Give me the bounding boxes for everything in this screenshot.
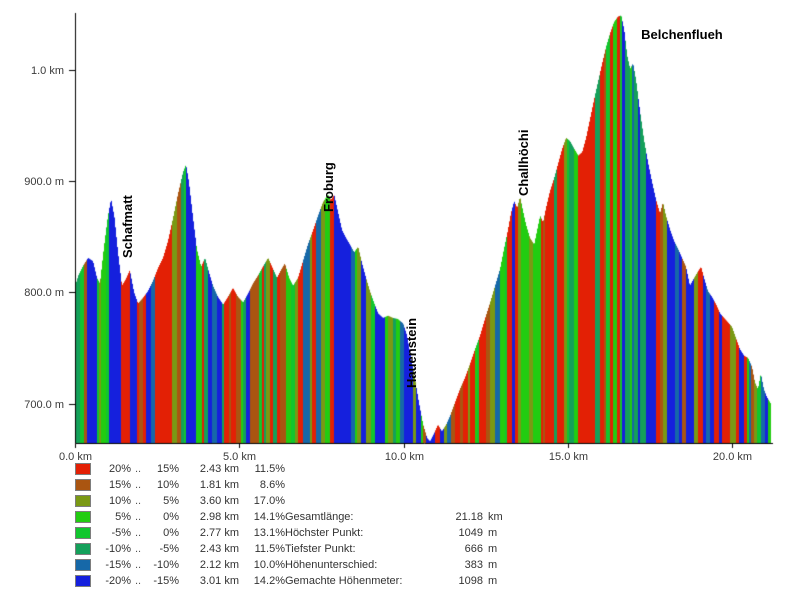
stat-row: Höhenunterschied: 383 m: [285, 557, 514, 573]
x-tick-label: 0.0 km: [58, 451, 92, 463]
gradient-swatch: [75, 543, 91, 555]
stat-unit: km: [488, 511, 503, 523]
gradient-to: -15%: [153, 575, 179, 587]
stat-row: Höchster Punkt: 1049 m: [285, 525, 514, 541]
stat-unit: m: [488, 543, 498, 555]
gradient-percent: 13.1%: [253, 527, 285, 539]
gradient-separator: ..: [134, 543, 142, 555]
peak-label-belchenflueh: Belchenflueh: [641, 26, 723, 42]
gradient-to: 15%: [156, 463, 179, 475]
stat-label: Gemachte Höhenmeter:: [285, 575, 403, 587]
gradient-distance: 2.12 km: [199, 559, 239, 571]
stat-value: 383: [464, 559, 483, 571]
gradient-separator: ..: [134, 463, 142, 475]
gradient-to: 5%: [163, 495, 179, 507]
gradient-from: 10%: [108, 495, 131, 507]
legend-row: -5% .. 0% 2.77 km 13.1%: [75, 525, 285, 541]
x-tick-label: 5.0 km: [222, 451, 256, 463]
gradient-separator: ..: [134, 559, 142, 571]
gradient-swatch: [75, 495, 91, 507]
gradient-percent: 8.6%: [259, 479, 285, 491]
legend-row: -15% .. -10% 2.12 km 10.0%: [75, 557, 285, 573]
stat-value: 21.18: [455, 511, 483, 523]
gradient-percent: 11.5%: [254, 463, 285, 475]
stat-label: Tiefster Punkt:: [285, 543, 356, 555]
gradient-swatch: [75, 559, 91, 571]
stat-row: Gesamtlänge: 21.18 km: [285, 509, 514, 525]
gradient-percent: 14.2%: [253, 575, 285, 587]
gradient-from: -5%: [111, 527, 131, 539]
gradient-percent: 11.5%: [254, 543, 285, 555]
track-stats: Gesamtlänge: 21.18 km Höchster Punkt: 10…: [285, 509, 514, 589]
gradient-swatch: [75, 575, 91, 587]
gradient-separator: ..: [134, 575, 142, 587]
gradient-to: 0%: [163, 527, 179, 539]
gradient-swatch: [75, 527, 91, 539]
gradient-to: -10%: [153, 559, 179, 571]
gradient-from: -15%: [105, 559, 131, 571]
legend-row: 15% .. 10% 1.81 km 8.6%: [75, 477, 285, 493]
gradient-percent: 17.0%: [253, 495, 285, 507]
gradient-percent: 10.0%: [253, 559, 285, 571]
stat-value: 666: [464, 543, 483, 555]
x-tick-label: 20.0 km: [712, 451, 753, 463]
gradient-distance: 2.98 km: [199, 511, 239, 523]
gradient-distance: 2.77 km: [199, 527, 239, 539]
y-tick-label: 1.0 km: [30, 64, 64, 77]
gradient-distance: 2.43 km: [199, 543, 239, 555]
gradient-to: -5%: [159, 543, 179, 555]
x-tick-label: 10.0 km: [384, 451, 425, 463]
chart-area: 1.0 km 900.0 m 800.0 m 700.0 m 0.0 km 5.0 km 1…: [0, 0, 800, 463]
gradient-distance: 3.01 km: [199, 575, 239, 587]
gradient-from: 15%: [108, 479, 131, 491]
gradient-from: -20%: [105, 575, 131, 587]
stat-label: Höhenunterschied:: [285, 559, 378, 571]
peak-label-challhchi: Challhöchi: [515, 129, 531, 196]
y-tick-label: 900.0 m: [24, 175, 64, 188]
gradient-to: 10%: [156, 479, 179, 491]
peak-label-schafmatt: Schafmatt: [119, 194, 135, 258]
gradient-separator: ..: [134, 511, 142, 523]
gradient-distance: 2.43 km: [199, 463, 239, 475]
gradient-legend: 20% .. 15% 2.43 km 11.5% 15% .. 10% 1.81…: [75, 461, 285, 589]
gradient-to: 0%: [163, 511, 179, 523]
peak-label-hauenstein: Hauenstein: [404, 317, 420, 388]
gradient-from: 20%: [108, 463, 131, 475]
gradient-swatch: [75, 479, 91, 491]
gradient-swatch: [75, 463, 91, 475]
gradient-percent: 14.1%: [253, 511, 285, 523]
gradient-distance: 1.81 km: [199, 479, 239, 491]
elevation-chart-canvas: [0, 0, 800, 455]
stat-unit: m: [488, 575, 498, 587]
gradient-separator: ..: [134, 479, 142, 491]
y-tick-label: 800.0 m: [24, 286, 64, 299]
stat-value: 1049: [458, 527, 483, 539]
stat-unit: m: [488, 527, 498, 539]
legend-row: -20% .. -15% 3.01 km 14.2%: [75, 573, 285, 589]
peak-label-froburg: Froburg: [321, 162, 337, 213]
stat-row: Tiefster Punkt: 666 m: [285, 541, 514, 557]
stat-unit: m: [488, 559, 498, 571]
gradient-distance: 3.60 km: [199, 495, 239, 507]
legend-row: 10% .. 5% 3.60 km 17.0%: [75, 493, 285, 509]
gradient-swatch: [75, 511, 91, 523]
legend-row: -10% .. -5% 2.43 km 11.5%: [75, 541, 285, 557]
gradient-from: 5%: [115, 511, 131, 523]
stat-label: Höchster Punkt:: [285, 527, 364, 539]
stat-label: Gesamtlänge:: [285, 511, 354, 523]
stat-row: Gemachte Höhenmeter: 1098 m: [285, 573, 514, 589]
gradient-separator: ..: [134, 495, 142, 507]
gradient-separator: ..: [134, 527, 142, 539]
stat-value: 1098: [458, 575, 483, 587]
x-tick-label: 15.0 km: [548, 451, 589, 463]
legend-row: 5% .. 0% 2.98 km 14.1%: [75, 509, 285, 525]
legend-row: 20% .. 15% 2.43 km 11.5%: [75, 461, 285, 477]
gradient-from: -10%: [105, 543, 131, 555]
y-tick-label: 700.0 m: [24, 398, 64, 411]
